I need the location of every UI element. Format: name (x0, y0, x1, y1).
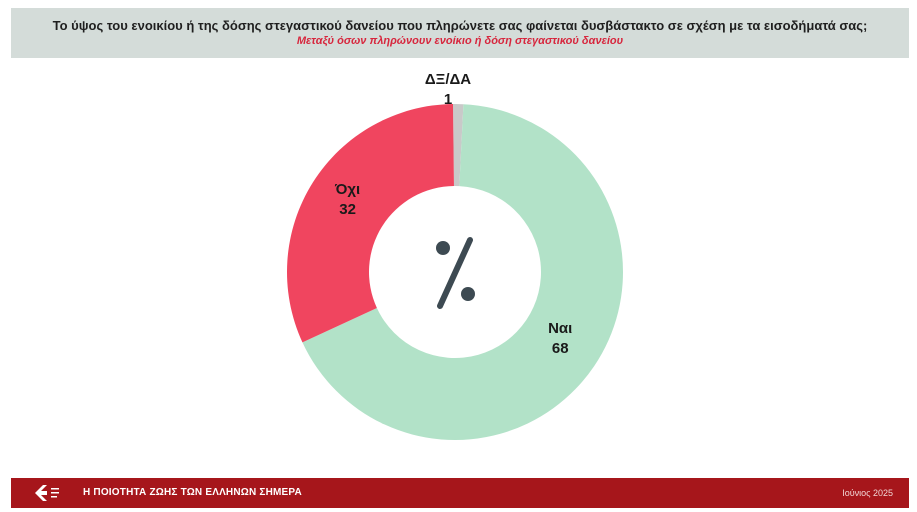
footer-title: Η ΠΟΙΟΤΗΤΑ ΖΩΗΣ ΤΩΝ ΕΛΛΗΝΩΝ ΣΗΜΕΡΑ (83, 487, 302, 498)
slice-label-dk-na: ΔΞ/ΔΑ (425, 71, 471, 88)
slice-value-yes: 68 (552, 340, 569, 357)
chart-area: ΔΞ/ΔΑ 1 Ναι 68 Όχι 32 (0, 60, 917, 470)
donut-chart: ΔΞ/ΔΑ 1 Ναι 68 Όχι 32 (287, 71, 624, 440)
slice-label-yes: Ναι (548, 320, 572, 337)
chart-subtitle: Μεταξύ όσων πληρώνουν ενοίκιο ή δόση στε… (296, 35, 624, 47)
slice-label-no: Όχι (334, 181, 360, 198)
footer-bar: Η ΠΟΙΟΤΗΤΑ ΖΩΗΣ ΤΩΝ ΕΛΛΗΝΩΝ ΣΗΜΕΡΑ Ιούνι… (11, 478, 909, 508)
slice-value-no: 32 (339, 201, 356, 218)
chart-header: Το ύψος του ενοικίου ή της δόσης στεγαστ… (11, 8, 909, 58)
donut-slice-yes (302, 104, 624, 440)
donut-slice-dk-na (452, 104, 464, 187)
donut-slice-no (287, 104, 454, 343)
slice-value-dk-na: 1 (444, 91, 452, 108)
center-percent-symbol (436, 237, 475, 309)
footer-date: Ιούνιος 2025 (842, 488, 893, 498)
chart-title: Το ύψος του ενοικίου ή της δόσης στεγαστ… (52, 18, 868, 33)
logo-icon (35, 485, 59, 501)
